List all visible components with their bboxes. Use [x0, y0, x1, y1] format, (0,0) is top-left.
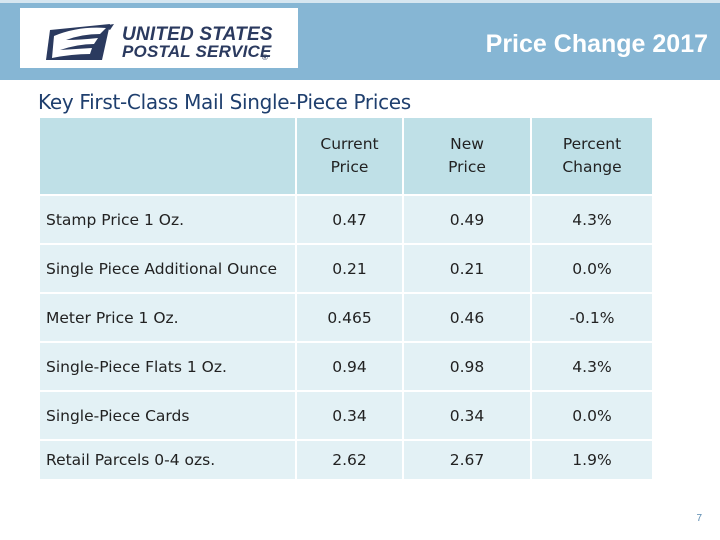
table-row: Meter Price 1 Oz. 0.465 0.46 -0.1%: [40, 294, 652, 341]
current-price-cell: 2.62: [297, 441, 402, 479]
new-price-cell: 2.67: [404, 441, 530, 479]
percent-change-cell: 0.0%: [532, 392, 652, 439]
current-price-cell: 0.47: [297, 196, 402, 243]
header-strip: [0, 0, 720, 3]
slide-subtitle: Key First-Class Mail Single-Piece Prices: [38, 90, 411, 114]
current-price-cell: 0.94: [297, 343, 402, 390]
column-header-line: Current: [320, 135, 379, 153]
new-price-cell: 0.49: [404, 196, 530, 243]
table-row: Single-Piece Cards 0.34 0.34 0.0%: [40, 392, 652, 439]
percent-change-cell: 4.3%: [532, 196, 652, 243]
table-row: Single Piece Additional Ounce 0.21 0.21 …: [40, 245, 652, 292]
row-label: Single Piece Additional Ounce: [40, 245, 295, 292]
column-header-line: Price: [448, 158, 486, 176]
current-price-cell: 0.465: [297, 294, 402, 341]
column-header-line: Percent: [562, 135, 622, 153]
usps-eagle-icon: [46, 24, 114, 60]
logo-text-line2: POSTAL SERVICE: [122, 42, 272, 61]
slide-title: Price Change 2017: [485, 30, 708, 58]
table-header-corner: [40, 118, 295, 194]
new-price-cell: 0.98: [404, 343, 530, 390]
header-bar: UNITED STATES POSTAL SERVICE ® Price Cha…: [0, 0, 720, 80]
row-label: Single-Piece Cards: [40, 392, 295, 439]
column-header-line: Change: [562, 158, 622, 176]
percent-change-cell: 1.9%: [532, 441, 652, 479]
table-row: Retail Parcels 0-4 ozs. 2.62 2.67 1.9%: [40, 441, 652, 479]
logo-text-line1: UNITED STATES: [122, 24, 273, 45]
percent-change-cell: 4.3%: [532, 343, 652, 390]
row-label: Meter Price 1 Oz.: [40, 294, 295, 341]
percent-change-cell: 0.0%: [532, 245, 652, 292]
column-header-line: Price: [330, 158, 369, 176]
current-price-cell: 0.34: [297, 392, 402, 439]
page-number: 7: [696, 513, 702, 524]
table-row: Single-Piece Flats 1 Oz. 0.94 0.98 4.3%: [40, 343, 652, 390]
new-price-cell: 0.21: [404, 245, 530, 292]
table-row: Stamp Price 1 Oz. 0.47 0.49 4.3%: [40, 196, 652, 243]
column-header-percent-change: Percent Change: [532, 118, 652, 194]
current-price-cell: 0.21: [297, 245, 402, 292]
table-header-row: Current Price New Price Percent Change: [40, 118, 652, 194]
percent-change-cell: -0.1%: [532, 294, 652, 341]
new-price-cell: 0.34: [404, 392, 530, 439]
registered-mark: ®: [262, 53, 268, 62]
row-label: Retail Parcels 0-4 ozs.: [40, 441, 295, 479]
new-price-cell: 0.46: [404, 294, 530, 341]
row-label: Single-Piece Flats 1 Oz.: [40, 343, 295, 390]
column-header-line: New: [450, 135, 484, 153]
price-table: Current Price New Price Percent Change S…: [38, 116, 654, 481]
column-header-current-price: Current Price: [297, 118, 402, 194]
row-label: Stamp Price 1 Oz.: [40, 196, 295, 243]
column-header-new-price: New Price: [404, 118, 530, 194]
